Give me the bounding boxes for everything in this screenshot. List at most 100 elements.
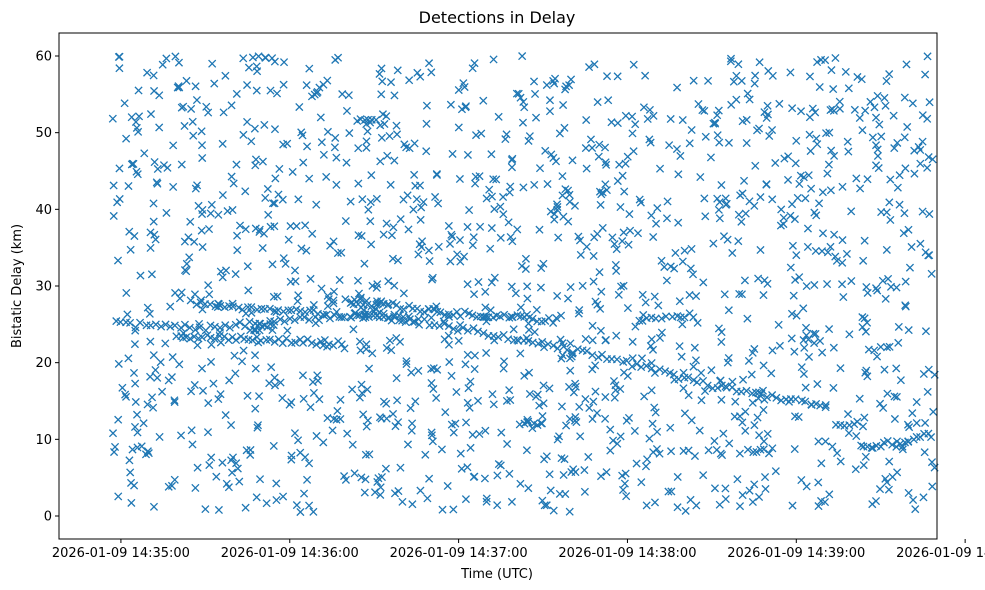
data-point (136, 271, 145, 280)
data-point (218, 458, 227, 467)
data-point (631, 322, 640, 331)
data-point (179, 329, 188, 338)
data-point (739, 375, 748, 384)
data-point (714, 106, 723, 115)
data-point (584, 452, 593, 462)
data-point (596, 304, 605, 313)
data-point (456, 320, 465, 330)
data-point (835, 104, 844, 113)
data-point (589, 277, 598, 286)
data-point (575, 402, 584, 411)
data-point (886, 175, 895, 184)
data-point (251, 325, 260, 334)
data-point (529, 77, 539, 86)
data-point (182, 259, 191, 268)
data-point (674, 170, 683, 179)
data-point (574, 232, 583, 241)
data-point (489, 400, 498, 409)
data-point (422, 101, 431, 110)
data-point (814, 502, 823, 511)
data-point (468, 430, 477, 439)
data-point (427, 431, 436, 440)
data-point (581, 394, 590, 404)
data-point (554, 233, 563, 242)
data-point (568, 156, 577, 165)
data-point (884, 485, 893, 494)
data-point (648, 419, 657, 428)
data-point (565, 197, 574, 206)
data-point (266, 86, 275, 95)
data-point (460, 82, 469, 92)
data-point (728, 377, 737, 386)
data-point (882, 343, 892, 352)
data-point (214, 505, 223, 515)
data-point (180, 121, 189, 131)
data-point (545, 107, 555, 116)
data-point (805, 113, 814, 122)
data-point (863, 288, 872, 297)
data-point (197, 141, 207, 150)
data-point (363, 416, 372, 425)
data-point (108, 114, 117, 123)
data-point (241, 503, 250, 512)
data-point (262, 499, 271, 508)
data-point (373, 299, 382, 308)
data-point (608, 233, 617, 242)
data-point (633, 229, 643, 238)
data-point (844, 84, 853, 93)
data-point (676, 151, 685, 161)
data-point (549, 153, 558, 162)
data-point (228, 299, 237, 308)
data-point (666, 423, 675, 432)
data-point (649, 111, 658, 120)
data-point (790, 445, 799, 454)
plot-frame (58, 32, 938, 540)
data-point (309, 388, 318, 397)
data-point (294, 195, 303, 204)
data-point (408, 500, 417, 509)
data-point (306, 403, 315, 412)
data-point (452, 307, 461, 316)
data-point (828, 442, 837, 451)
data-point (890, 144, 899, 153)
data-point (268, 199, 278, 208)
data-point (388, 254, 397, 263)
data-point (445, 239, 455, 248)
data-point (777, 205, 786, 214)
data-point (618, 471, 627, 480)
data-point (643, 455, 652, 464)
data-point (871, 113, 881, 122)
data-point (650, 292, 659, 301)
data-point (861, 452, 870, 461)
data-point (631, 120, 640, 129)
data-point (760, 473, 770, 482)
data-point (614, 290, 623, 299)
data-point (901, 164, 910, 173)
data-point (613, 72, 622, 81)
data-point (625, 210, 634, 219)
data-point (567, 349, 577, 358)
data-point (885, 70, 894, 79)
data-point (202, 102, 211, 111)
data-point (860, 413, 869, 422)
data-point (486, 244, 495, 253)
data-point (198, 386, 208, 395)
data-point (411, 181, 420, 190)
data-point (873, 151, 882, 161)
data-point (124, 354, 133, 363)
data-point (313, 371, 322, 380)
data-point (791, 395, 800, 404)
data-point (530, 328, 539, 337)
data-point (469, 324, 478, 333)
data-point (230, 351, 239, 360)
data-point (691, 356, 701, 365)
data-point (638, 290, 647, 299)
data-point (790, 347, 799, 356)
data-point (149, 403, 158, 412)
data-point (470, 472, 479, 481)
data-point (312, 200, 321, 209)
data-point (227, 456, 236, 465)
data-point (715, 138, 724, 147)
data-point (453, 326, 462, 335)
data-point (305, 315, 314, 324)
